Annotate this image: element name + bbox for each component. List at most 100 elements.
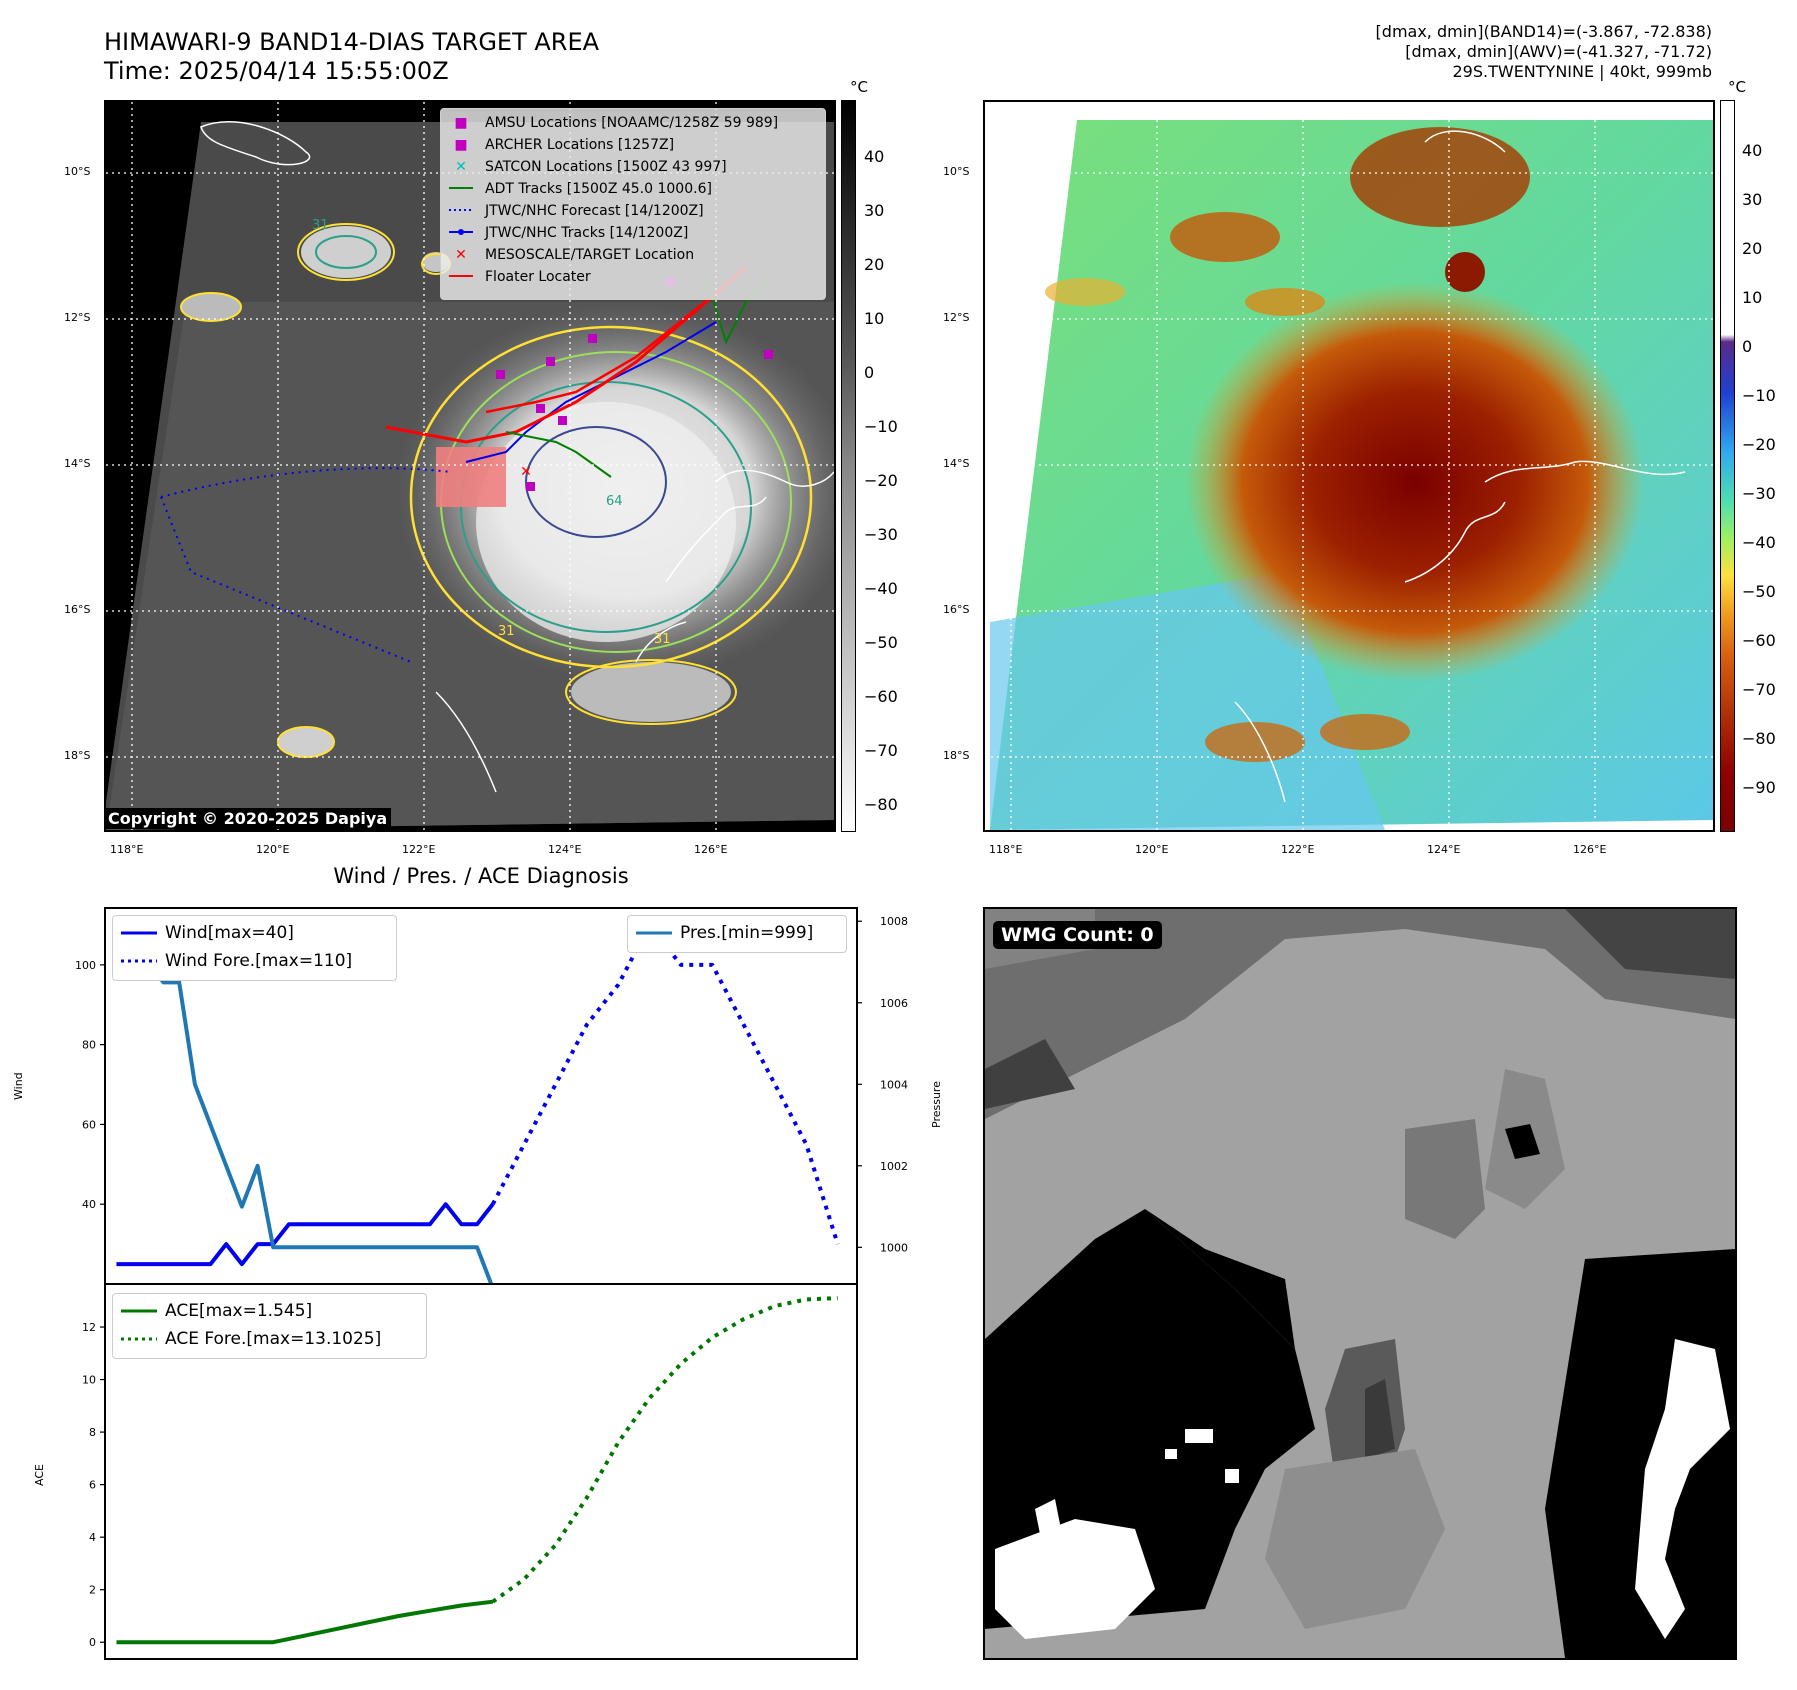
colorbar-tick: 0 <box>864 363 875 382</box>
lon-tick: 120°E <box>1135 843 1169 856</box>
legend-label: ADT Tracks [1500Z 45.0 1000.6] <box>485 181 712 197</box>
title-line-1: HIMAWARI-9 BAND14-DIAS TARGET AREA <box>104 28 600 56</box>
y-tick-label: 6 <box>89 1479 96 1492</box>
colorbar-tick: 0 <box>1742 337 1753 356</box>
y2-tick-label: 1006 <box>880 997 908 1010</box>
lon-tick: 124°E <box>548 843 582 856</box>
colorbar-tick: 30 <box>1742 190 1763 209</box>
y-tick-label: 60 <box>82 1118 96 1131</box>
info-line-1: [dmax, dmin](BAND14)=(-3.867, -72.838) <box>1375 22 1712 41</box>
colorbar-tick: −10 <box>864 417 898 436</box>
pressure-line-icon <box>636 931 672 935</box>
colorbar-unit: °C <box>850 78 868 96</box>
legend-label: Pres.[min=999] <box>680 923 814 943</box>
colorbar-tick: −80 <box>1742 729 1776 748</box>
series-line-1 <box>116 1599 494 1645</box>
pressure-legend: Pres.[min=999] <box>627 915 847 953</box>
blue-dotted-line-icon <box>449 201 473 221</box>
series-line-3 <box>114 920 495 1289</box>
green-line-icon <box>449 179 473 199</box>
lat-tick: 16°S <box>64 603 91 616</box>
magenta-square-icon: ■ <box>454 137 468 153</box>
legend-label: JTWC/NHC Forecast [14/1200Z] <box>485 203 704 219</box>
cyan-x-icon: ✕ <box>455 159 467 175</box>
series-line-2 <box>491 1296 838 1604</box>
colorbar-tick: −50 <box>864 633 898 652</box>
legend-label: SATCON Locations [1500Z 43 997] <box>485 159 727 175</box>
contour-label-3: 31 <box>498 624 515 639</box>
y2-tick-label: 1008 <box>880 915 908 928</box>
legend-label: JTWC/NHC Tracks [14/1200Z] <box>485 225 689 241</box>
colorbar-tick: −40 <box>1742 533 1776 552</box>
colorbar-tick: −30 <box>864 525 898 544</box>
legend-item-ace: ACE[max=1.545] <box>121 1298 312 1324</box>
y-tick-label: 2 <box>89 1584 96 1597</box>
lon-tick: 124°E <box>1427 843 1461 856</box>
lon-tick: 118°E <box>989 843 1023 856</box>
ace-legend: ACE[max=1.545] ACE Fore.[max=13.1025] <box>112 1293 427 1359</box>
legend-item-ace-forecast: ACE Fore.[max=13.1025] <box>121 1326 381 1352</box>
legend-label: ACE[max=1.545] <box>165 1301 313 1321</box>
legend-label: Floater Locater <box>485 269 591 285</box>
colorbar-tick: −70 <box>1742 680 1776 699</box>
wmg-panel <box>983 907 1737 1660</box>
y-tick-label: 80 <box>82 1039 96 1052</box>
colorbar-tick: 40 <box>864 147 885 166</box>
y-tick-label: 40 <box>82 1198 96 1211</box>
lon-tick: 118°E <box>110 843 144 856</box>
lat-tick: 18°S <box>64 749 91 762</box>
colorbar-tick: −30 <box>1742 484 1776 503</box>
ace-plot: 0 2 4 6 8 10 12 <box>82 1296 838 1649</box>
legend-item-satcon: ✕ SATCON Locations [1500Z 43 997] <box>449 157 727 177</box>
lon-tick: 126°E <box>694 843 728 856</box>
wind-legend: Wind[max=40] Wind Fore.[max=110] <box>112 915 397 981</box>
colorbar-tick: −50 <box>1742 582 1776 601</box>
contour-label-2: 64 <box>606 494 623 509</box>
title-line-2: Time: 2025/04/14 15:55:00Z <box>104 57 449 85</box>
y2-tick-label: 1002 <box>880 1160 908 1173</box>
storm-info: [dmax, dmin](BAND14)=(-3.867, -72.838) [… <box>1376 22 1712 82</box>
colorbar-tick: −40 <box>864 579 898 598</box>
svg-text:✕: ✕ <box>520 464 532 480</box>
y-tick-label: 0 <box>89 1636 96 1649</box>
info-line-2: [dmax, dmin](AWV)=(-41.327, -71.72) <box>1405 42 1712 61</box>
lon-tick: 122°E <box>402 843 436 856</box>
contour-label-1: 31 <box>312 218 329 233</box>
legend-label: ARCHER Locations [1257Z] <box>485 137 675 153</box>
blue-line-dot-icon <box>449 223 473 243</box>
copyright-label: Copyright © 2020-2025 Dapiya <box>104 808 392 829</box>
legend-item-adt: ADT Tracks [1500Z 45.0 1000.6] <box>449 179 712 199</box>
legend-item-amsu: ■ AMSU Locations [NOAAMC/1258Z 59 989] <box>449 113 778 133</box>
legend-item-target: ✕ MESOSCALE/TARGET Location <box>449 245 694 265</box>
lon-tick: 120°E <box>256 843 290 856</box>
y-tick-label: 10 <box>82 1374 96 1387</box>
awv-colorbar <box>1720 100 1735 832</box>
magenta-square-icon: ■ <box>454 115 468 131</box>
wind-line-icon <box>121 931 157 935</box>
lat-tick: 18°S <box>943 749 970 762</box>
figure-title: HIMAWARI-9 BAND14-DIAS TARGET AREA Time:… <box>104 28 599 86</box>
colorbar-tick: −60 <box>1742 631 1776 650</box>
lon-tick: 122°E <box>1281 843 1315 856</box>
ace-line-icon <box>121 1309 157 1313</box>
ace-dotted-line-icon <box>121 1337 157 1341</box>
legend-label: Wind[max=40] <box>165 923 294 943</box>
info-line-3: 29S.TWENTYNINE | 40kt, 999mb <box>1452 62 1713 81</box>
colorbar-unit: °C <box>1728 78 1746 96</box>
wmg-image <box>985 909 1735 1658</box>
pressure-axis-label: Pressure <box>930 1081 943 1128</box>
band14-colorbar <box>841 100 856 832</box>
lat-tick: 16°S <box>943 603 970 616</box>
lat-tick: 12°S <box>943 311 970 324</box>
y2-tick-label: 1000 <box>880 1241 908 1254</box>
series-line-1 <box>116 1202 495 1267</box>
y-tick-label: 100 <box>75 959 96 972</box>
map-legend: ■ AMSU Locations [NOAAMC/1258Z 59 989] ■ A… <box>440 108 826 300</box>
colorbar-tick: −10 <box>1742 386 1776 405</box>
series-line-2 <box>491 923 840 1245</box>
y-tick-label: 8 <box>89 1426 96 1439</box>
colorbar-tick: 30 <box>864 201 885 220</box>
awv-map <box>985 102 1713 830</box>
wind-dotted-line-icon <box>121 959 157 963</box>
lat-tick: 10°S <box>943 165 970 178</box>
